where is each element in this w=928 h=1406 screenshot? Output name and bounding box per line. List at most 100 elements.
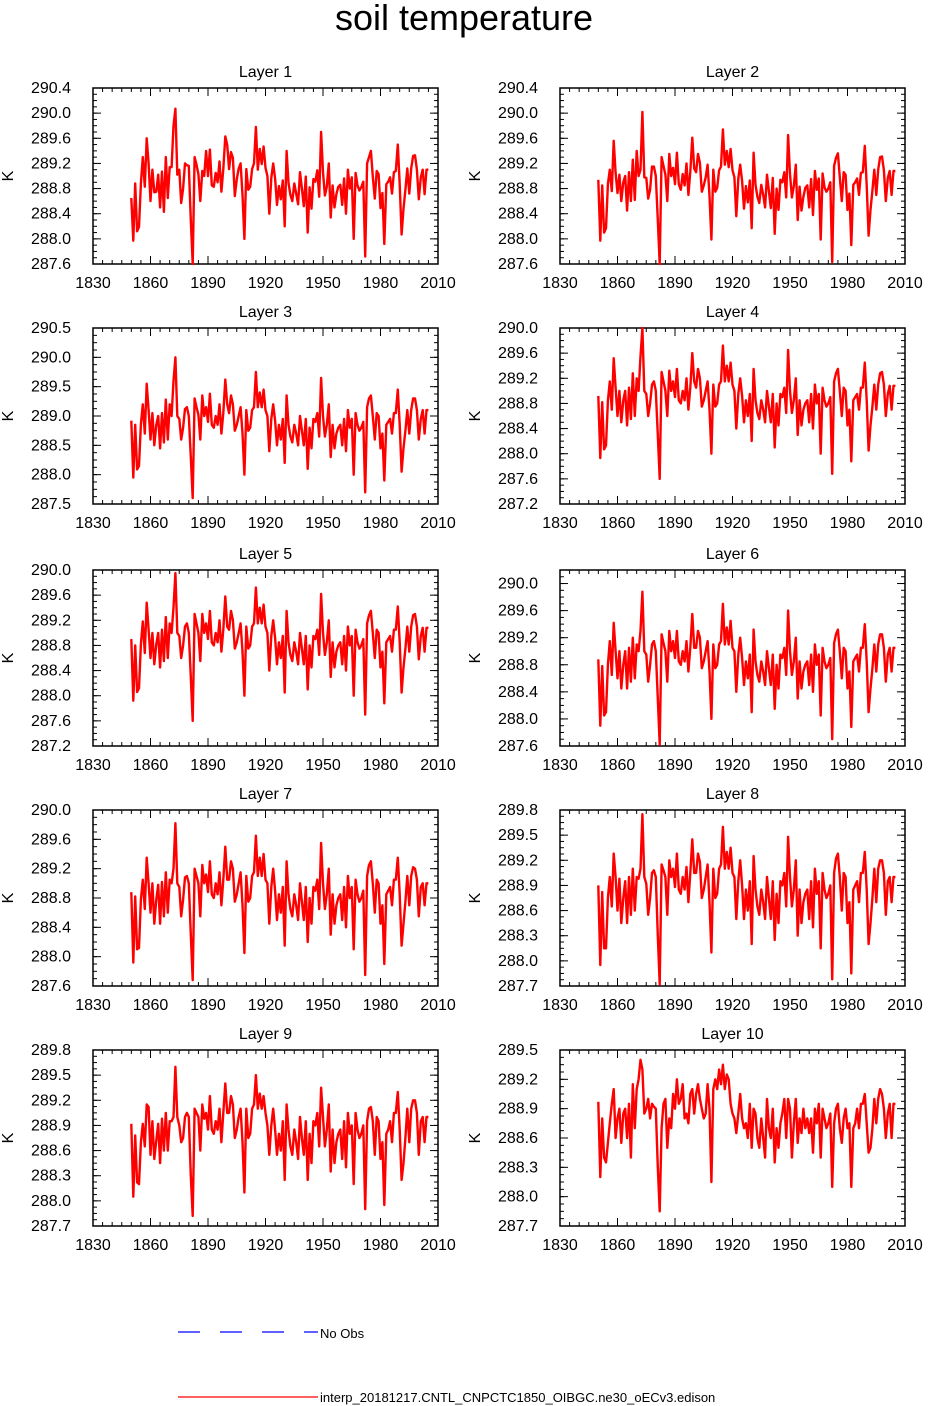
panel-3: 1830 1860 1890 1920 1950 1980 2010 290.5 290.0 28… — [0, 304, 456, 532]
legend-obs-label: No Obs — [320, 1326, 365, 1341]
x-tick-label: 1950 — [772, 275, 808, 292]
x-tick-label: 1860 — [600, 515, 636, 532]
y-tick-label: 287.6 — [31, 256, 71, 273]
x-tick-label: 1830 — [75, 997, 111, 1014]
y-axis-label: K — [0, 410, 17, 421]
y-tick-label: 288.4 — [498, 684, 538, 701]
x-tick-label: 1890 — [657, 1237, 693, 1254]
y-tick-label: 288.3 — [498, 1159, 538, 1176]
y-tick-label: 288.3 — [31, 1168, 71, 1185]
series-line — [130, 571, 429, 723]
x-tick-label: 2010 — [887, 275, 923, 292]
series-line — [597, 813, 896, 986]
x-tick-label: 1950 — [772, 1237, 808, 1254]
y-tick-label: 290.0 — [31, 105, 71, 122]
y-axis-label: K — [467, 1132, 484, 1143]
y-tick-label: 289.2 — [31, 155, 71, 172]
x-tick-label: 1920 — [248, 515, 284, 532]
series-line — [597, 1058, 896, 1213]
x-tick-label: 1950 — [305, 997, 341, 1014]
panel-title: Layer 10 — [701, 1026, 763, 1043]
y-tick-label: 288.0 — [498, 446, 538, 463]
y-axis-label: K — [0, 1132, 17, 1143]
panel-title: Layer 7 — [239, 786, 292, 803]
y-tick-label: 289.6 — [31, 130, 71, 147]
x-tick-label: 1890 — [190, 757, 226, 774]
panel-10: 1830 1860 1890 1920 1950 1980 2010 289.5 289.2 28… — [467, 1026, 923, 1254]
x-tick-label: 1830 — [542, 515, 578, 532]
y-tick-label: 288.0 — [31, 1193, 71, 1210]
x-tick-label: 1950 — [772, 515, 808, 532]
x-tick-label: 1920 — [248, 757, 284, 774]
y-tick-label: 289.8 — [498, 802, 538, 819]
y-tick-label: 287.5 — [31, 496, 71, 513]
x-tick-label: 1980 — [830, 1237, 866, 1254]
panel-9: 1830 1860 1890 1920 1950 1980 2010 289.8 289.5 28… — [0, 1026, 456, 1254]
y-axis-label: K — [467, 410, 484, 421]
y-tick-label: 288.0 — [498, 953, 538, 970]
x-tick-label: 1950 — [772, 757, 808, 774]
x-tick-label: 1860 — [133, 997, 169, 1014]
panel-6: 1830 1860 1890 1920 1950 1980 2010 290.0 289.6 28… — [467, 546, 923, 774]
x-tick-label: 2010 — [887, 515, 923, 532]
x-tick-label: 1920 — [248, 1237, 284, 1254]
panel-5: 1830 1860 1890 1920 1950 1980 2010 290.0 289.6 28… — [0, 546, 456, 774]
series-line — [130, 107, 429, 266]
x-tick-label: 2010 — [420, 757, 456, 774]
x-tick-label: 1860 — [133, 1237, 169, 1254]
x-tick-label: 1950 — [305, 515, 341, 532]
y-tick-label: 289.6 — [498, 130, 538, 147]
x-tick-label: 1830 — [75, 515, 111, 532]
y-tick-label: 288.4 — [498, 421, 538, 438]
y-tick-label: 287.6 — [31, 713, 71, 730]
y-tick-label: 288.5 — [31, 437, 71, 454]
x-tick-label: 1980 — [363, 997, 399, 1014]
x-tick-label: 1920 — [248, 997, 284, 1014]
y-tick-label: 290.0 — [31, 349, 71, 366]
x-tick-label: 1950 — [772, 997, 808, 1014]
y-tick-label: 289.2 — [31, 1092, 71, 1109]
x-tick-label: 1890 — [657, 515, 693, 532]
y-axis-label: K — [467, 892, 484, 903]
x-tick-label: 2010 — [420, 1237, 456, 1254]
x-tick-label: 1830 — [542, 997, 578, 1014]
x-tick-label: 1980 — [830, 275, 866, 292]
y-tick-label: 288.0 — [498, 231, 538, 248]
y-tick-label: 288.3 — [498, 928, 538, 945]
panel-4: 1830 1860 1890 1920 1950 1980 2010 290.0 289.6 28… — [467, 304, 923, 532]
y-tick-label: 289.0 — [31, 408, 71, 425]
x-tick-label: 1830 — [75, 1237, 111, 1254]
x-tick-label: 1980 — [830, 997, 866, 1014]
y-tick-label: 290.4 — [31, 80, 71, 97]
y-tick-label: 287.6 — [498, 738, 538, 755]
y-tick-label: 289.5 — [31, 1067, 71, 1084]
x-tick-label: 1980 — [363, 275, 399, 292]
panel-title: Layer 4 — [706, 304, 759, 321]
x-tick-label: 2010 — [420, 997, 456, 1014]
y-tick-label: 290.5 — [31, 320, 71, 337]
panel-title: Layer 1 — [239, 64, 292, 81]
y-tick-label: 288.0 — [498, 1189, 538, 1206]
y-axis-label: K — [467, 170, 484, 181]
y-tick-label: 289.2 — [498, 1071, 538, 1088]
x-tick-label: 1860 — [133, 275, 169, 292]
y-tick-label: 289.2 — [31, 612, 71, 629]
x-tick-label: 1920 — [248, 275, 284, 292]
y-tick-label: 289.5 — [31, 379, 71, 396]
panel-1: 1830 1860 1890 1920 1950 1980 2010 290.4 290.0 28… — [0, 64, 456, 292]
y-tick-label: 288.9 — [498, 877, 538, 894]
y-tick-label: 288.4 — [31, 206, 71, 223]
x-tick-label: 1920 — [715, 275, 751, 292]
y-tick-label: 288.0 — [31, 467, 71, 484]
panel-title: Layer 6 — [706, 546, 759, 563]
x-tick-label: 1830 — [75, 757, 111, 774]
legend-model-label: interp_20181217.CNTL_CNPCTC1850_OIBGC.ne… — [320, 1390, 715, 1405]
panel-title: Layer 9 — [239, 1026, 292, 1043]
x-tick-label: 1860 — [133, 757, 169, 774]
series-line — [130, 356, 429, 500]
y-tick-label: 289.2 — [498, 630, 538, 647]
legend: No Obs interp_20181217.CNTL_CNPCTC1850_OI… — [178, 1326, 715, 1405]
panel-title: Layer 8 — [706, 786, 759, 803]
x-tick-label: 1920 — [715, 1237, 751, 1254]
